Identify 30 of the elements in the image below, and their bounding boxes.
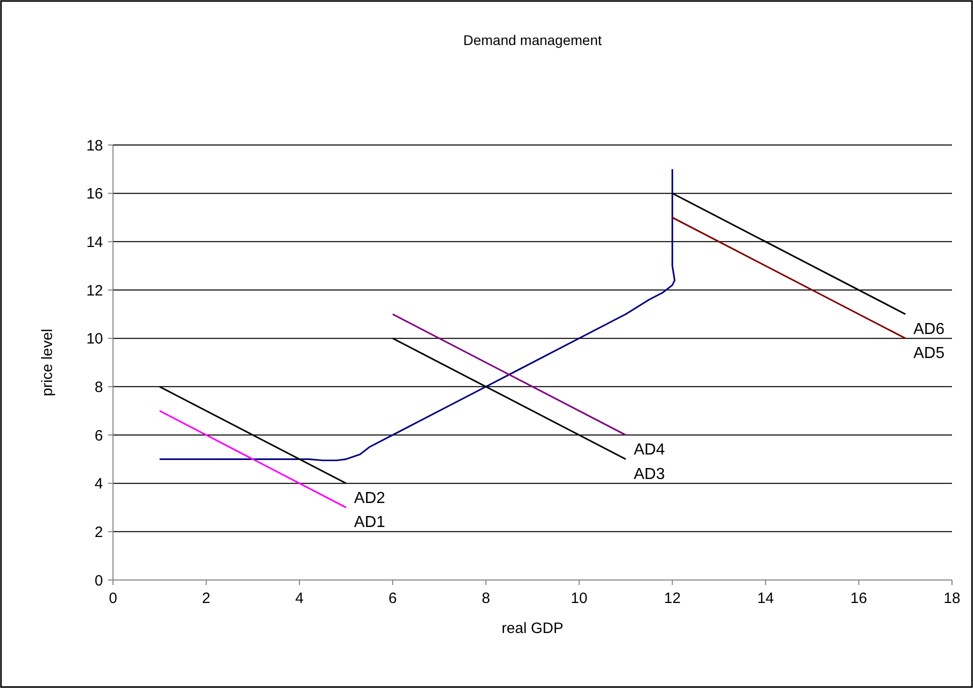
x-tick-label: 6 [388,590,397,607]
x-tick-label: 16 [850,590,868,607]
series-label: AD2 [354,490,386,507]
y-tick-label: 18 [86,137,103,154]
line-series [158,168,676,462]
x-tick-label: 18 [944,590,960,607]
x-tick-label: 8 [482,590,490,607]
chart-title: Demand management [463,32,602,48]
series-label: AD6 [913,320,945,338]
y-tick-label: 2 [94,524,103,541]
x-tick-label: 12 [664,590,681,607]
series-label: AD3 [634,466,665,483]
x-tick-label: 0 [108,590,118,607]
series-label: AD5 [913,344,945,362]
y-tick-label: 16 [86,186,103,203]
x-tick-label: 10 [570,590,588,607]
y-tick-label: 14 [86,234,103,251]
x-tick-label: 4 [295,590,304,607]
y-tick-label: 10 [86,330,103,348]
y-tick-label: 8 [94,378,103,396]
series-label: AD1 [354,514,386,532]
series-label: AD4 [634,442,665,459]
x-tick-label: 14 [757,590,774,607]
y-axis-title: price level [39,328,56,396]
y-tick-label: 4 [94,476,103,493]
y-tick-label: 12 [86,282,103,300]
x-axis-title: real GDP [502,620,564,637]
x-tick-label: 2 [202,590,210,607]
y-tick-label: 6 [94,427,103,444]
y-tick-label: 0 [94,572,103,590]
